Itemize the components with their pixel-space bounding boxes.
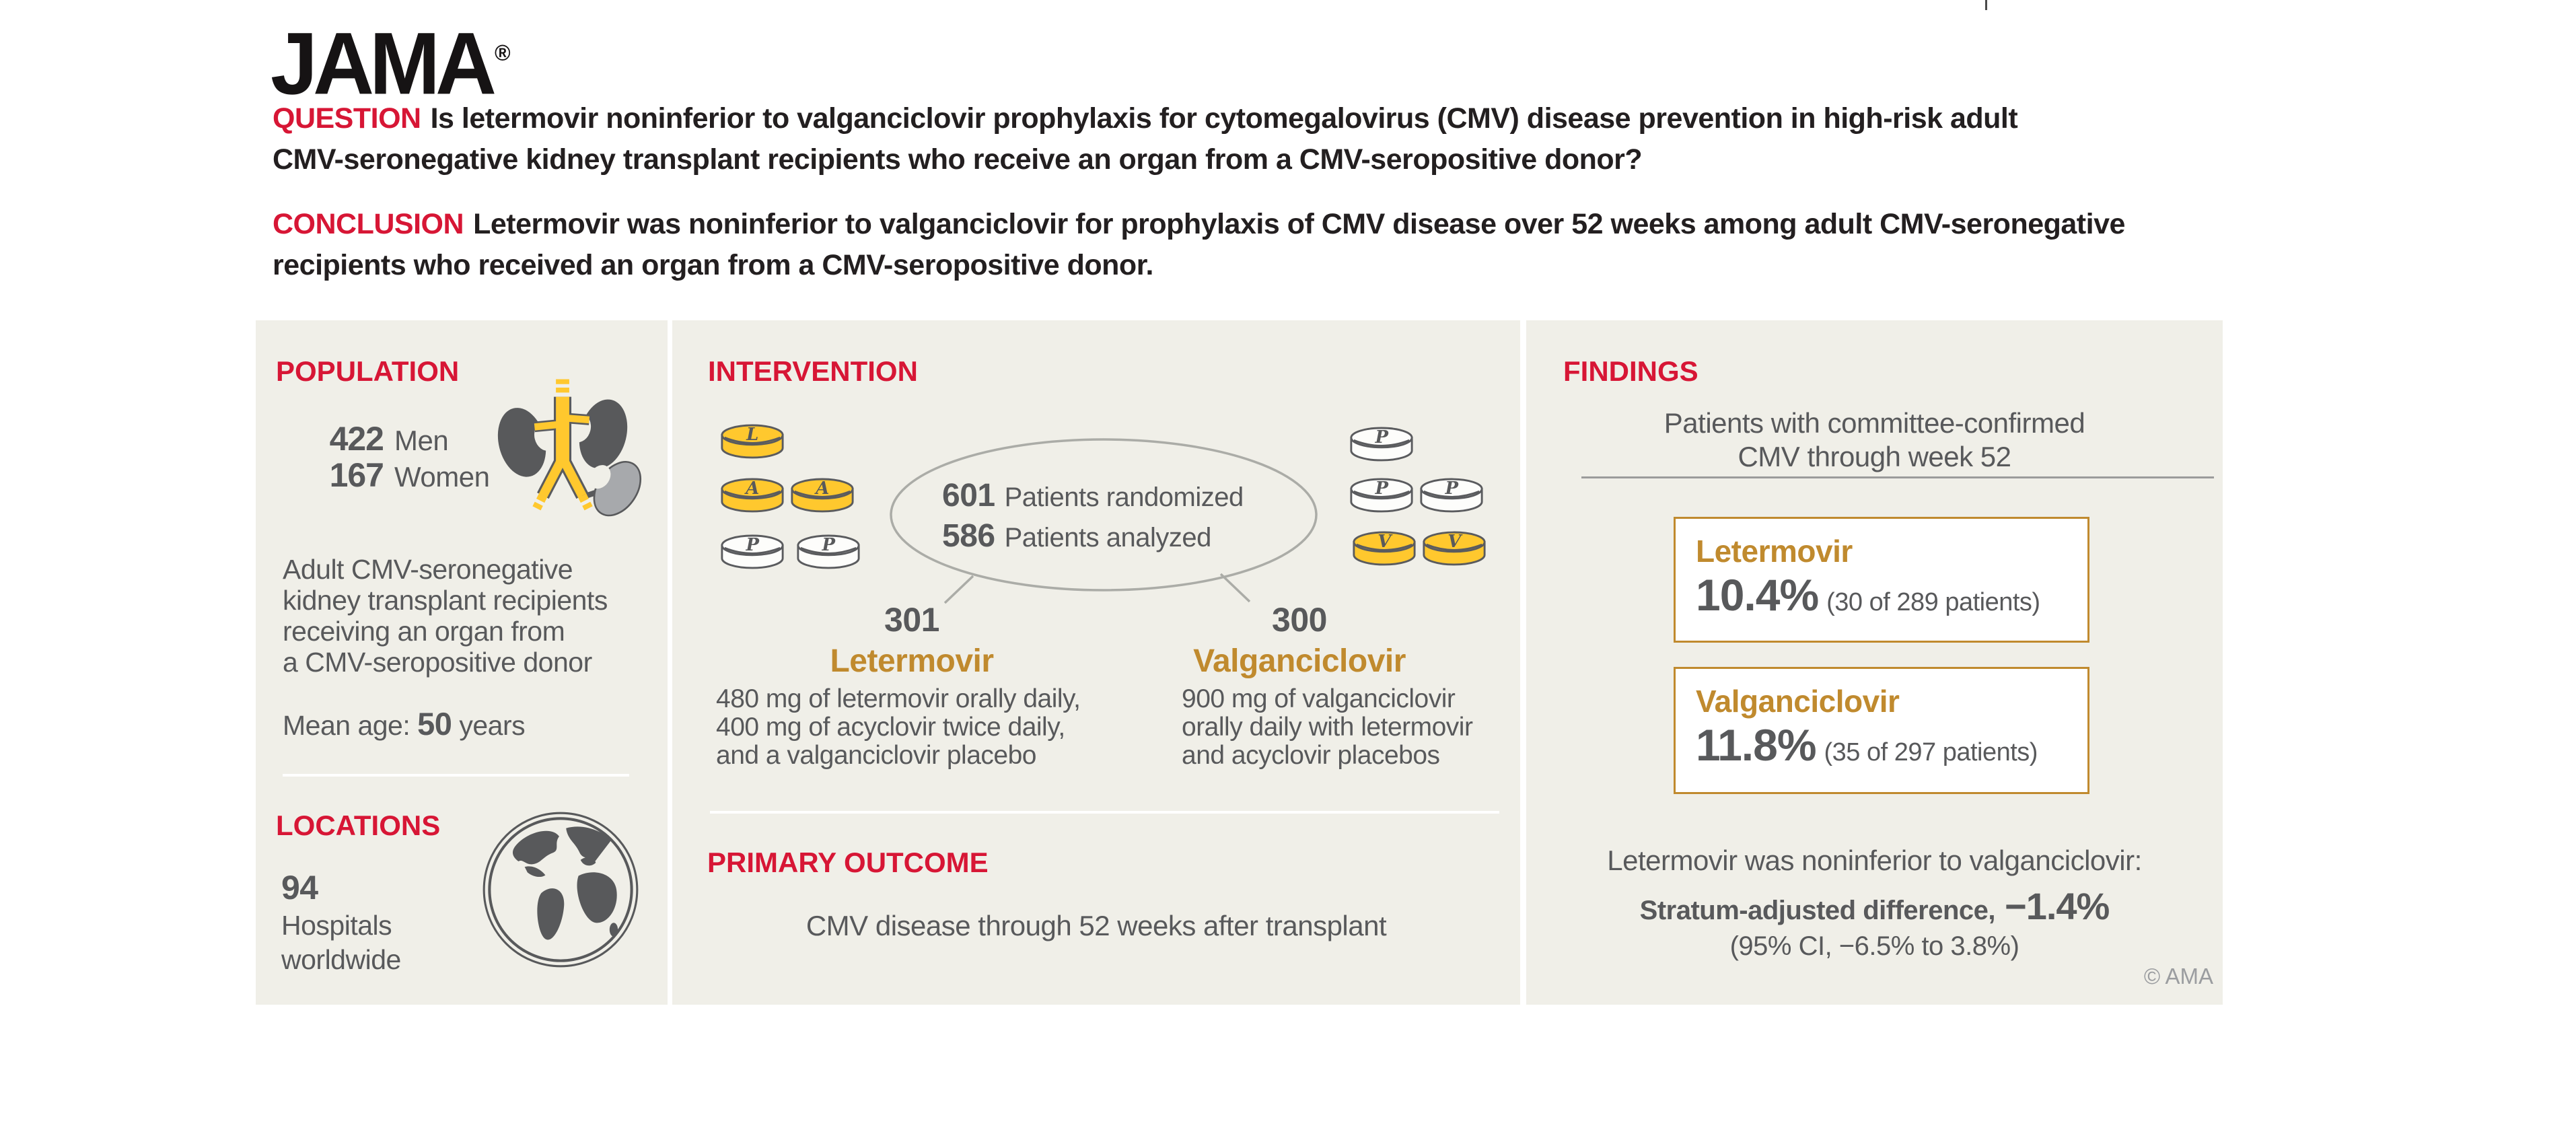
svg-text:P: P [821, 535, 836, 555]
women-count: 167 [329, 456, 384, 494]
arm-letermovir-description: 480 mg of letermovir orally daily, 400 mg… [716, 684, 1081, 770]
placebo-pill-icon: P [1350, 427, 1413, 462]
women-stat: 167 Women [308, 456, 490, 494]
ama-copyright: © AMA [2143, 964, 2213, 989]
registered-trademark-icon: ® [495, 40, 511, 65]
placebo-pill-icon: P [1350, 478, 1413, 513]
mean-age-value: 50 [417, 706, 452, 742]
arm-valganciclovir: 300 Valganciclovir 900 mg of valganciclo… [1182, 603, 1505, 770]
kidney-transplant-icon [497, 379, 642, 517]
jama-logo-text: JAMA [271, 13, 497, 113]
women-label: Women [394, 461, 490, 493]
svg-text:V: V [1378, 532, 1393, 552]
randomized-stat: 601 Patients randomized [942, 479, 1244, 513]
mean-age: Mean age: 50 years [283, 705, 526, 742]
conclusion-block: CONCLUSION Letermovir was noninferior to … [273, 204, 2190, 286]
result-valganciclovir-name: Valganciclovir [1696, 684, 1900, 719]
result-valganciclovir-detail: (35 of 297 patients) [1824, 738, 2038, 766]
arm-valganciclovir-count: 300 [1272, 601, 1327, 639]
arm-letermovir-count: 301 [884, 601, 939, 639]
noninferiority-statement: Letermovir was noninferior to valgancicl… [1607, 845, 2142, 876]
arm-valganciclovir-name: Valganciclovir [1193, 643, 1406, 679]
placebo-pill-icon: P [797, 534, 860, 569]
men-count: 422 [329, 420, 384, 458]
svg-text:A: A [744, 478, 759, 499]
hospitals-count: 94 [281, 869, 318, 906]
svg-text:A: A [814, 478, 829, 499]
conclusion-text: Letermovir was noninferior to valgancicl… [273, 208, 2125, 281]
hospitals-description: Hospitals worldwide [281, 910, 401, 975]
globe-icon [482, 812, 639, 968]
svg-text:V: V [1447, 532, 1463, 552]
placebo-pill-icon: P [1420, 478, 1483, 513]
analyzed-label: Patients analyzed [1004, 523, 1212, 552]
result-letermovir-name: Letermovir [1696, 534, 1853, 569]
analyzed-stat: 586 Patients analyzed [942, 520, 1211, 553]
svg-text:P: P [745, 535, 760, 555]
placebo-pill-icon: P [721, 534, 784, 569]
result-letermovir-row: 10.4% (30 of 289 patients) [1696, 571, 2087, 618]
result-letermovir-percent: 10.4% [1696, 570, 1819, 620]
result-valganciclovir-row: 11.8% (35 of 297 patients) [1696, 721, 2087, 768]
result-box-valganciclovir: Valganciclovir 11.8% (35 of 297 patients… [1674, 667, 2089, 794]
primary-outcome-title: PRIMARY OUTCOME [707, 847, 989, 878]
difference-value: −1.4% [2004, 885, 2110, 927]
valganciclovir-pill-icon: V [1353, 531, 1416, 566]
findings-subtitle: Patients with committee-confirmed CMV thr… [1663, 407, 2085, 472]
population-title: POPULATION [276, 355, 460, 387]
arm-letermovir-name: Letermovir [830, 643, 994, 679]
svg-text:P: P [1444, 478, 1459, 499]
mean-age-unit: years [459, 710, 526, 741]
question-block: QUESTION Is letermovir noninferior to val… [273, 98, 2190, 180]
jama-logo: JAMA ® [271, 17, 511, 108]
svg-text:L: L [746, 425, 758, 445]
question-label: QUESTION [273, 102, 421, 135]
conclusion-label: CONCLUSION [273, 208, 464, 240]
findings-divider [1581, 476, 2214, 478]
crop-tick-mark [1985, 0, 1987, 10]
letermovir-pill-icon: L [721, 424, 784, 459]
population-divider [283, 774, 629, 777]
randomized-label: Patients randomized [1004, 482, 1244, 512]
findings-title: FINDINGS [1563, 355, 1698, 387]
stratum-difference: Stratum-adjusted difference, −1.4% [1526, 884, 2223, 928]
confidence-interval: (95% CI, −6.5% to 3.8%) [1729, 931, 2019, 961]
population-description: Adult CMV-seronegative kidney transplant … [283, 554, 608, 678]
findings-panel: FINDINGS Patients with committee-confirm… [1526, 320, 2223, 1005]
acyclovir-pill-icon: A [721, 478, 784, 513]
result-valganciclovir-percent: 11.8% [1696, 720, 1816, 770]
intervention-panel: INTERVENTION L A A P P 601 [672, 320, 1520, 1005]
arm-valganciclovir-description: 900 mg of valganciclovir orally daily wit… [1182, 684, 1473, 770]
svg-text:P: P [1374, 427, 1389, 448]
analyzed-count: 586 [942, 518, 995, 554]
intervention-divider [710, 811, 1499, 814]
randomized-count: 601 [942, 478, 995, 513]
question-text: Is letermovir noninferior to valganciclo… [273, 102, 2018, 176]
difference-label: Stratum-adjusted difference, [1639, 896, 1996, 925]
result-letermovir-detail: (30 of 289 patients) [1826, 588, 2040, 616]
men-label: Men [394, 425, 449, 456]
arm-letermovir: 301 Letermovir 480 mg of letermovir oral… [716, 603, 1108, 770]
population-panel: POPULATION 422 Men 167 Women [256, 320, 668, 1005]
svg-text:P: P [1374, 478, 1389, 499]
intervention-title: INTERVENTION [708, 355, 918, 387]
locations-title: LOCATIONS [276, 810, 441, 841]
men-stat: 422 Men [308, 420, 449, 458]
acyclovir-pill-icon: A [791, 478, 854, 513]
result-box-letermovir: Letermovir 10.4% (30 of 289 patients) [1674, 517, 2089, 643]
primary-outcome-text: CMV disease through 52 weeks after trans… [806, 910, 1387, 941]
mean-age-label: Mean age: [283, 710, 410, 741]
valganciclovir-pill-icon: V [1423, 531, 1486, 566]
randomization-ellipse [890, 438, 1318, 604]
